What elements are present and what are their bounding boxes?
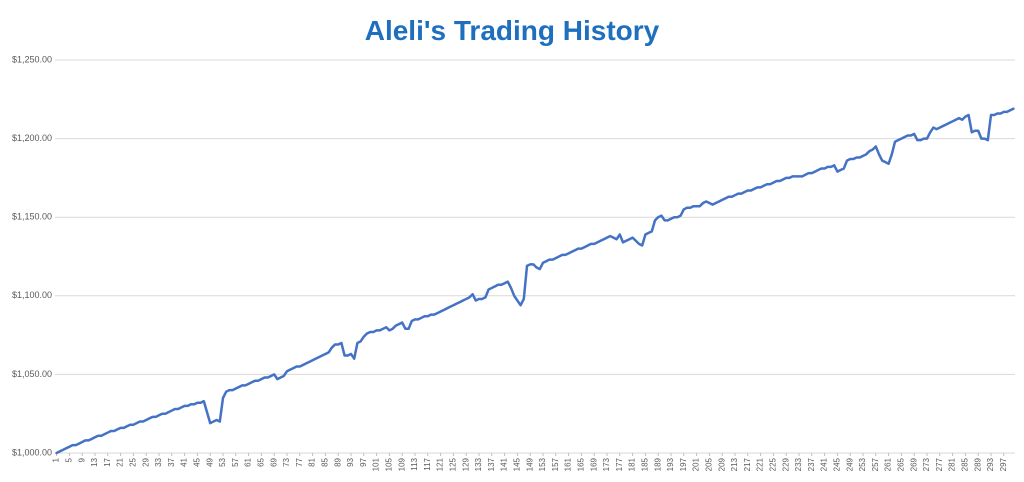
x-tick-label: 1 xyxy=(52,457,61,462)
x-tick-label: 277 xyxy=(935,457,944,471)
x-tick-label: 229 xyxy=(781,457,790,471)
x-tick-label: 177 xyxy=(615,457,624,471)
x-tick-label: 253 xyxy=(858,457,867,471)
x-tick-label: 273 xyxy=(922,457,931,471)
x-tick-label: 109 xyxy=(397,457,406,471)
x-tick-label: 113 xyxy=(410,457,419,470)
x-tick-label: 237 xyxy=(807,457,816,471)
x-tick-label: 285 xyxy=(961,457,970,471)
x-tick-label: 181 xyxy=(628,457,637,471)
x-tick-label: 69 xyxy=(269,457,278,466)
x-tick-label: 133 xyxy=(474,457,483,471)
x-tick-label: 193 xyxy=(666,457,675,471)
x-tick-label: 5 xyxy=(65,457,74,462)
x-tick-label: 241 xyxy=(820,457,829,471)
x-tick-label: 173 xyxy=(602,457,611,471)
x-tick-label: 125 xyxy=(449,457,458,471)
x-tick-label: 145 xyxy=(513,457,522,471)
data-line xyxy=(55,107,1015,455)
x-tick-label: 29 xyxy=(141,457,150,466)
x-tick-label: 17 xyxy=(103,457,112,466)
y-tick-label: $1,150.00 xyxy=(12,212,52,222)
x-tick-label: 169 xyxy=(589,457,598,471)
x-tick-label: 21 xyxy=(116,457,125,466)
y-tick-label: $1,100.00 xyxy=(12,290,52,300)
x-tick-label: 105 xyxy=(385,457,394,471)
x-tick-label: 257 xyxy=(871,457,880,471)
x-tick-label: 45 xyxy=(193,457,202,466)
x-tick-label: 49 xyxy=(205,457,214,466)
x-tick-label: 149 xyxy=(525,457,534,471)
x-tick-label: 41 xyxy=(180,457,189,466)
x-tick-label: 33 xyxy=(154,457,163,466)
x-tick-label: 161 xyxy=(564,457,573,471)
x-tick-label: 13 xyxy=(90,457,99,466)
x-tick-label: 205 xyxy=(705,457,714,471)
x-tick-label: 37 xyxy=(167,457,176,466)
x-tick-label: 73 xyxy=(282,457,291,466)
x-tick-label: 293 xyxy=(986,457,995,471)
x-tick-label: 185 xyxy=(641,457,650,471)
x-tick-label: 233 xyxy=(794,457,803,471)
x-tick-label: 153 xyxy=(538,457,547,471)
x-tick-label: 189 xyxy=(653,457,662,471)
x-tick-label: 85 xyxy=(321,457,330,466)
x-tick-label: 65 xyxy=(257,457,266,466)
x-tick-label: 97 xyxy=(359,457,368,466)
x-tick-label: 129 xyxy=(461,457,470,471)
x-tick-label: 165 xyxy=(577,457,586,471)
x-tick-label: 213 xyxy=(730,457,739,471)
x-tick-label: 297 xyxy=(999,457,1008,471)
x-tick-label: 197 xyxy=(679,457,688,471)
x-tick-label: 289 xyxy=(973,457,982,471)
chart-title: Aleli's Trading History xyxy=(365,15,660,46)
x-tick-label: 225 xyxy=(769,457,778,471)
x-tick-label: 121 xyxy=(436,457,445,471)
x-tick-label: 9 xyxy=(77,457,86,462)
x-tick-label: 89 xyxy=(333,457,342,466)
x-tick-label: 265 xyxy=(897,457,906,471)
y-tick-label: $1,000.00 xyxy=(12,447,52,457)
x-tick-label: 81 xyxy=(308,457,317,466)
x-tick-label: 201 xyxy=(692,457,701,471)
x-tick-label: 249 xyxy=(845,457,854,471)
x-tick-label: 157 xyxy=(551,457,560,471)
x-tick-label: 281 xyxy=(948,457,957,471)
x-tick-label: 61 xyxy=(244,457,253,466)
x-tick-label: 217 xyxy=(743,457,752,471)
x-tick-label: 221 xyxy=(756,457,765,471)
x-tick-label: 101 xyxy=(372,457,381,471)
x-tick-label: 117 xyxy=(423,457,432,470)
x-tick-label: 77 xyxy=(295,457,304,466)
y-tick-label: $1,250.00 xyxy=(12,54,52,64)
x-tick-label: 137 xyxy=(487,457,496,471)
x-tick-label: 93 xyxy=(346,457,355,466)
x-tick-label: 261 xyxy=(884,457,893,471)
x-tick-label: 57 xyxy=(231,457,240,466)
y-tick-label: $1,050.00 xyxy=(12,369,52,379)
x-tick-label: 209 xyxy=(717,457,726,471)
x-tick-label: 245 xyxy=(833,457,842,471)
y-tick-label: $1,200.00 xyxy=(12,133,52,143)
x-tick-label: 25 xyxy=(129,457,138,466)
x-tick-label: 53 xyxy=(218,457,227,466)
x-tick-label: 141 xyxy=(500,457,509,471)
x-tick-label: 269 xyxy=(909,457,918,471)
